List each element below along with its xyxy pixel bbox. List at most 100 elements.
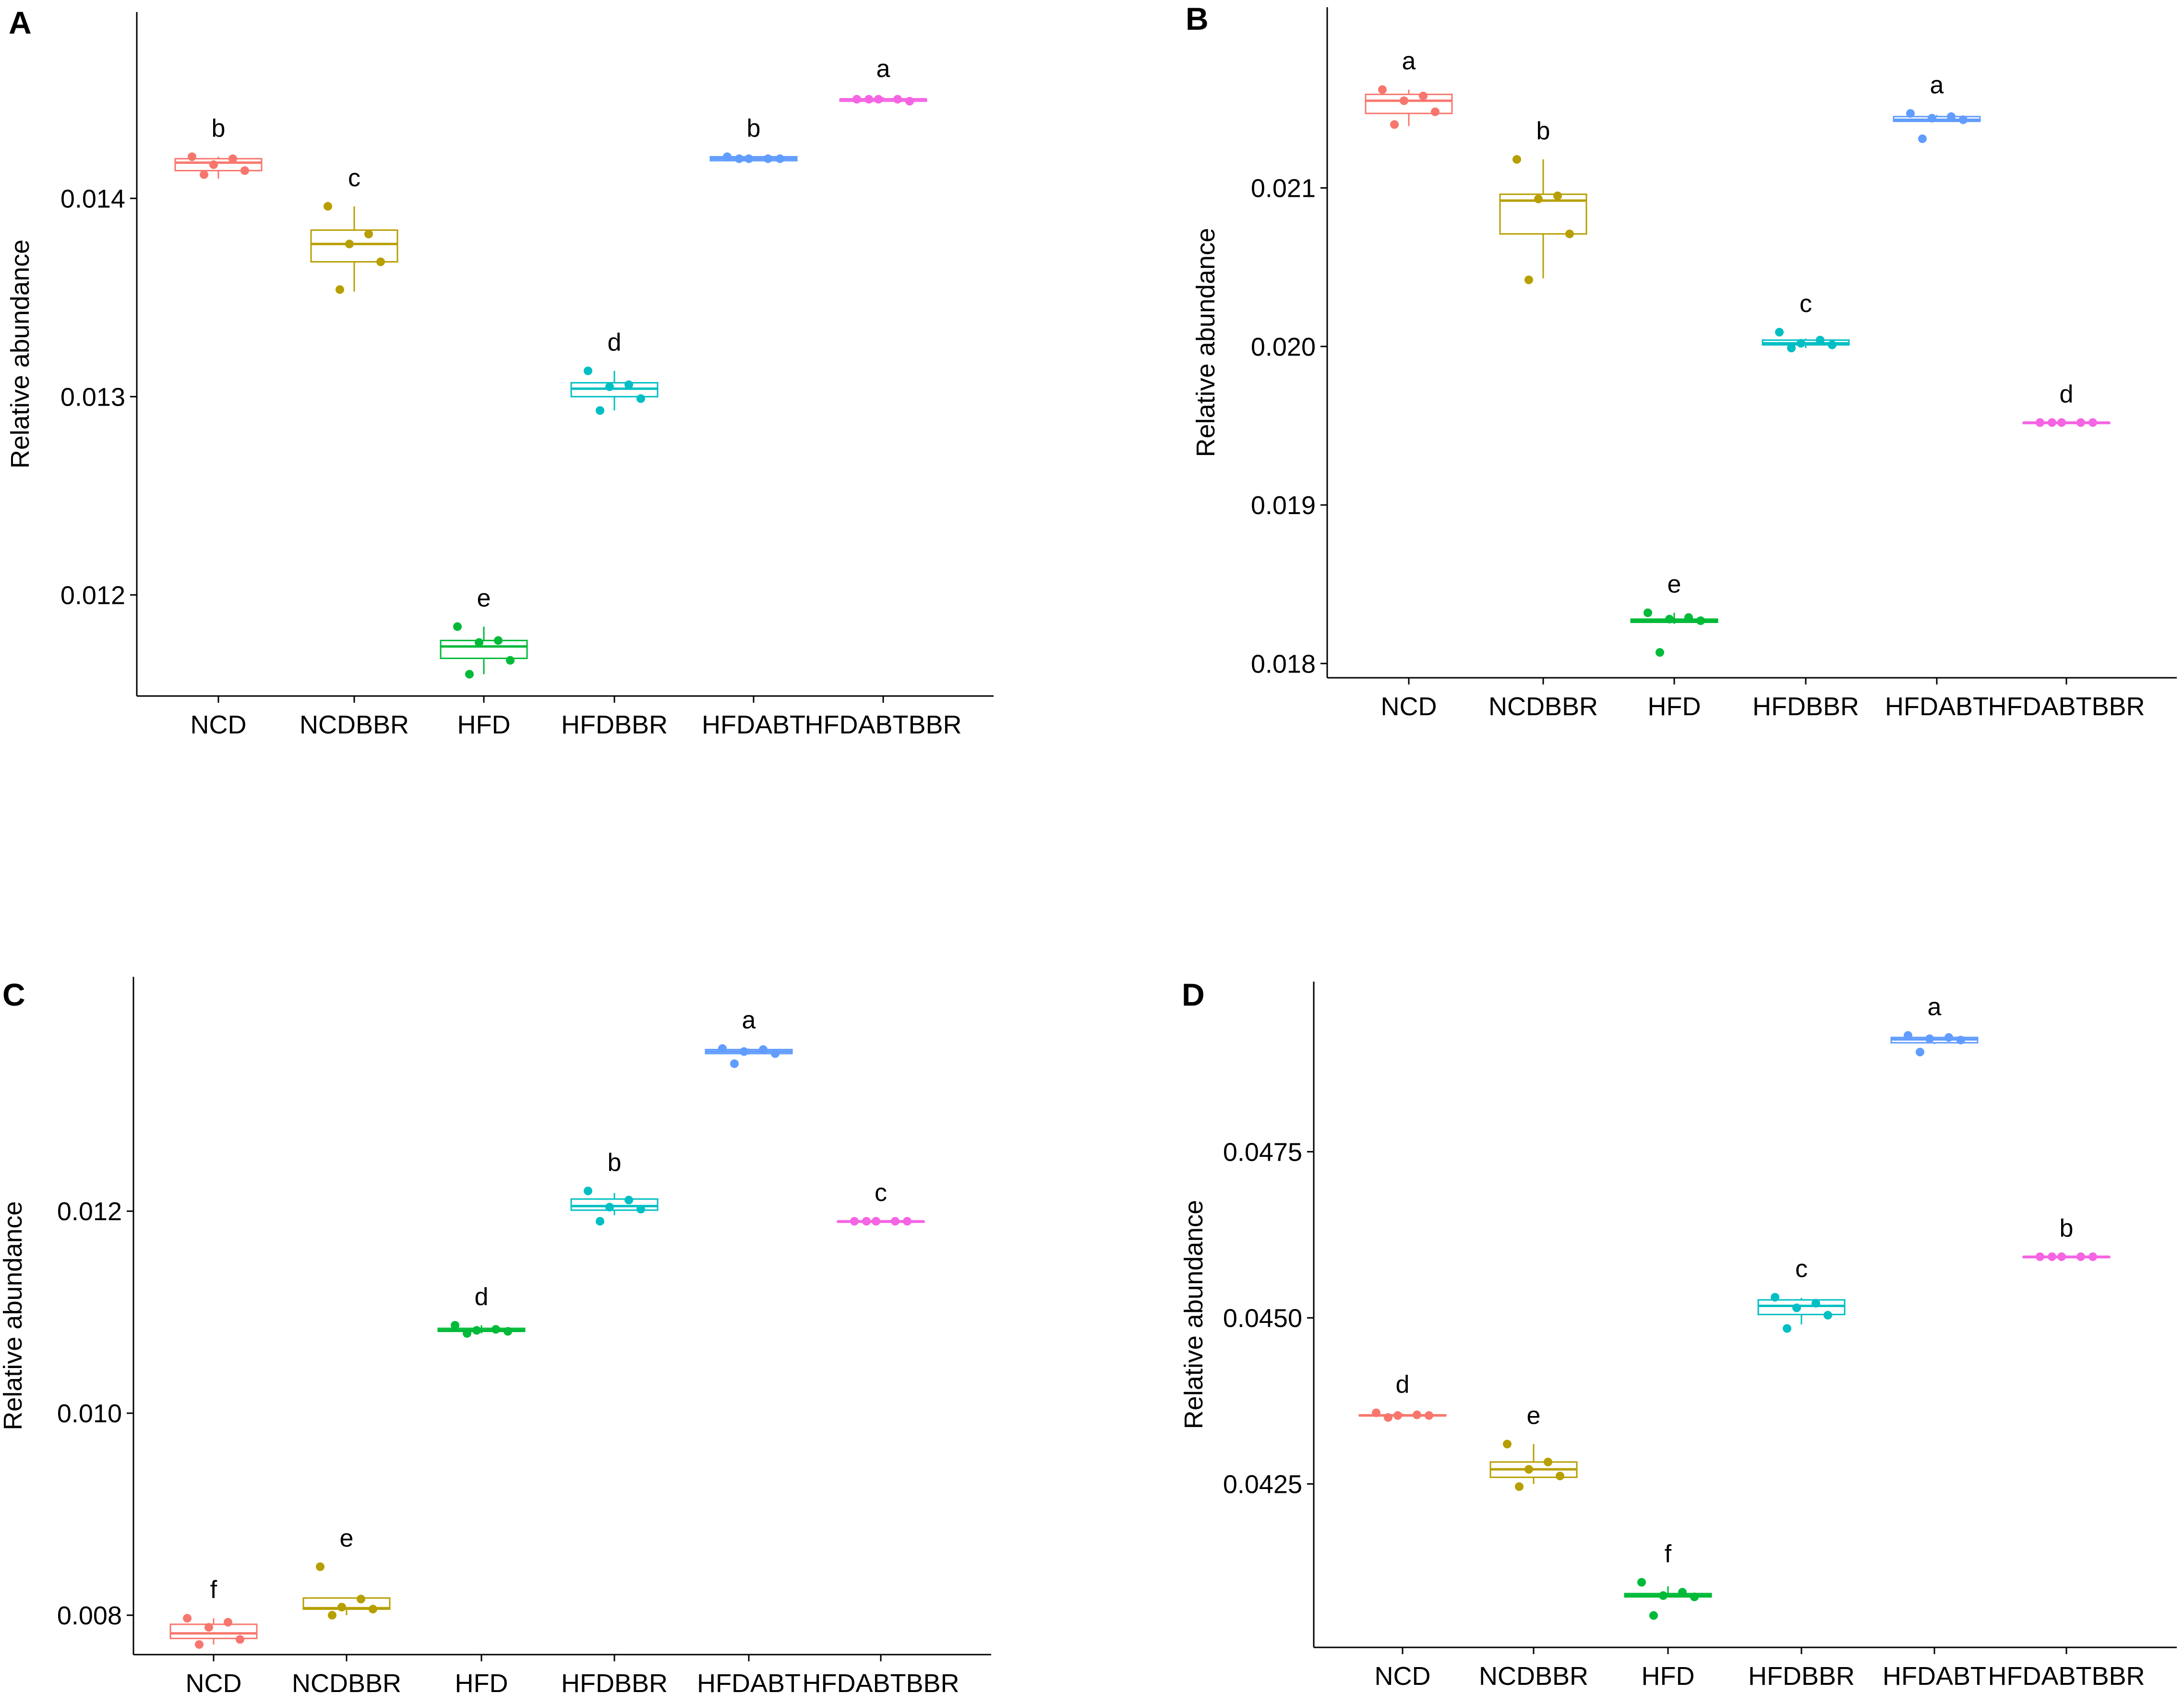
- significance-letter: d: [2060, 380, 2074, 408]
- data-point: [328, 1610, 336, 1620]
- x-tick-label: NCD: [191, 710, 247, 739]
- significance-letter: f: [210, 1576, 217, 1604]
- box-ncdbbr: e: [302, 1525, 391, 1620]
- box-hfd: e: [440, 584, 528, 679]
- data-point: [2036, 418, 2044, 427]
- data-point: [636, 1204, 645, 1213]
- data-point: [345, 240, 354, 249]
- x-tick-label: HFDABTBBR: [804, 710, 961, 739]
- data-point: [874, 95, 883, 104]
- x-tick-label: HFDABTBBR: [1988, 1662, 2145, 1691]
- box-ncdbbr: b: [1499, 117, 1587, 285]
- significance-letter: d: [475, 1283, 489, 1311]
- significance-letter: b: [1536, 117, 1550, 145]
- data-point: [369, 1605, 377, 1614]
- data-point: [1400, 96, 1408, 105]
- data-point: [1771, 1293, 1779, 1302]
- box-hfdabtbbr: d: [2022, 380, 2111, 427]
- significance-letter: b: [2060, 1214, 2074, 1242]
- data-point: [2088, 1252, 2097, 1261]
- box-hfdabtbbr: a: [839, 55, 927, 106]
- data-point: [893, 95, 902, 104]
- y-tick-label: 0.018: [1251, 649, 1316, 678]
- panel-label: D: [1182, 977, 1205, 1012]
- data-point: [492, 1325, 500, 1334]
- data-point: [1431, 107, 1440, 116]
- data-point: [1916, 1047, 1924, 1057]
- data-point: [204, 1623, 213, 1632]
- box-ncd: f: [169, 1576, 258, 1649]
- significance-letter: f: [1665, 1540, 1672, 1568]
- box-ncd: a: [1365, 48, 1453, 129]
- y-tick-label: 0.014: [60, 184, 125, 213]
- box-hfdabt: a: [705, 1006, 793, 1068]
- data-point: [504, 1327, 512, 1336]
- significance-letter: b: [212, 115, 226, 143]
- data-point: [1384, 1413, 1392, 1422]
- data-point: [188, 152, 196, 161]
- panel-c: C 0.008 0.010 0.012 Relative abundance NCD NCD…: [0, 977, 991, 1693]
- data-point: [200, 170, 208, 179]
- data-point: [1678, 1588, 1687, 1597]
- data-point: [1656, 648, 1664, 657]
- data-point: [1524, 1465, 1533, 1474]
- significance-letter: c: [348, 164, 360, 192]
- significance-letter: a: [742, 1006, 756, 1034]
- data-point: [1524, 276, 1533, 285]
- box-ncdbbr: c: [310, 164, 398, 294]
- data-point: [1918, 134, 1927, 144]
- x-tick-label: HFDABT: [697, 1669, 801, 1693]
- data-point: [2057, 418, 2066, 427]
- data-point: [2076, 1252, 2085, 1261]
- data-point: [240, 166, 249, 175]
- x-tick-label: HFDABT: [1883, 1662, 1986, 1691]
- significance-letter: a: [1928, 993, 1942, 1021]
- significance-letter: b: [608, 1149, 622, 1177]
- data-point: [1372, 1408, 1380, 1417]
- data-point: [905, 96, 914, 106]
- data-point: [2057, 1252, 2066, 1261]
- data-point: [1959, 115, 1968, 124]
- data-point: [744, 154, 753, 163]
- box-body: [169, 1623, 258, 1639]
- y-tick-label: 0.020: [1251, 333, 1316, 361]
- y-tick-label: 0.021: [1251, 174, 1316, 203]
- data-point: [723, 152, 732, 161]
- significance-letter: e: [1668, 571, 1681, 599]
- data-point: [451, 1321, 459, 1330]
- box-hfdbbr: b: [570, 1149, 659, 1226]
- significance-letter: b: [747, 115, 761, 143]
- box-body: [1757, 1299, 1846, 1315]
- data-point: [1783, 1324, 1791, 1333]
- x-tick-label: HFDBBR: [1748, 1662, 1855, 1691]
- box-ncdbbr: e: [1489, 1402, 1578, 1491]
- data-point: [624, 380, 633, 389]
- x-tick-label: HFD: [1648, 692, 1701, 721]
- data-point: [1928, 114, 1936, 123]
- data-point: [357, 1595, 365, 1604]
- data-point: [1787, 344, 1796, 353]
- data-point: [1696, 616, 1705, 625]
- data-point: [735, 154, 744, 163]
- data-point: [730, 1059, 739, 1068]
- significance-letter: c: [1795, 1255, 1808, 1283]
- panel-label: B: [1186, 1, 1209, 36]
- panel-label: A: [9, 5, 32, 40]
- significance-letter: a: [1402, 48, 1416, 75]
- data-point: [183, 1614, 192, 1623]
- box-body: [310, 229, 398, 263]
- data-point: [740, 1047, 748, 1056]
- data-point: [1824, 1310, 1832, 1320]
- data-point: [636, 394, 645, 403]
- x-tick-label: NCD: [186, 1669, 242, 1693]
- x-tick-label: HFDABT: [702, 710, 805, 739]
- data-point: [903, 1217, 912, 1226]
- data-point: [2048, 418, 2056, 427]
- significance-letter: e: [477, 584, 491, 612]
- data-point: [2036, 1252, 2044, 1261]
- data-point: [872, 1217, 880, 1226]
- y-tick-label: 0.0450: [1223, 1304, 1302, 1333]
- data-point: [1649, 1611, 1658, 1620]
- box-hfdbbr: d: [570, 329, 659, 415]
- y-tick-label: 0.008: [57, 1601, 122, 1630]
